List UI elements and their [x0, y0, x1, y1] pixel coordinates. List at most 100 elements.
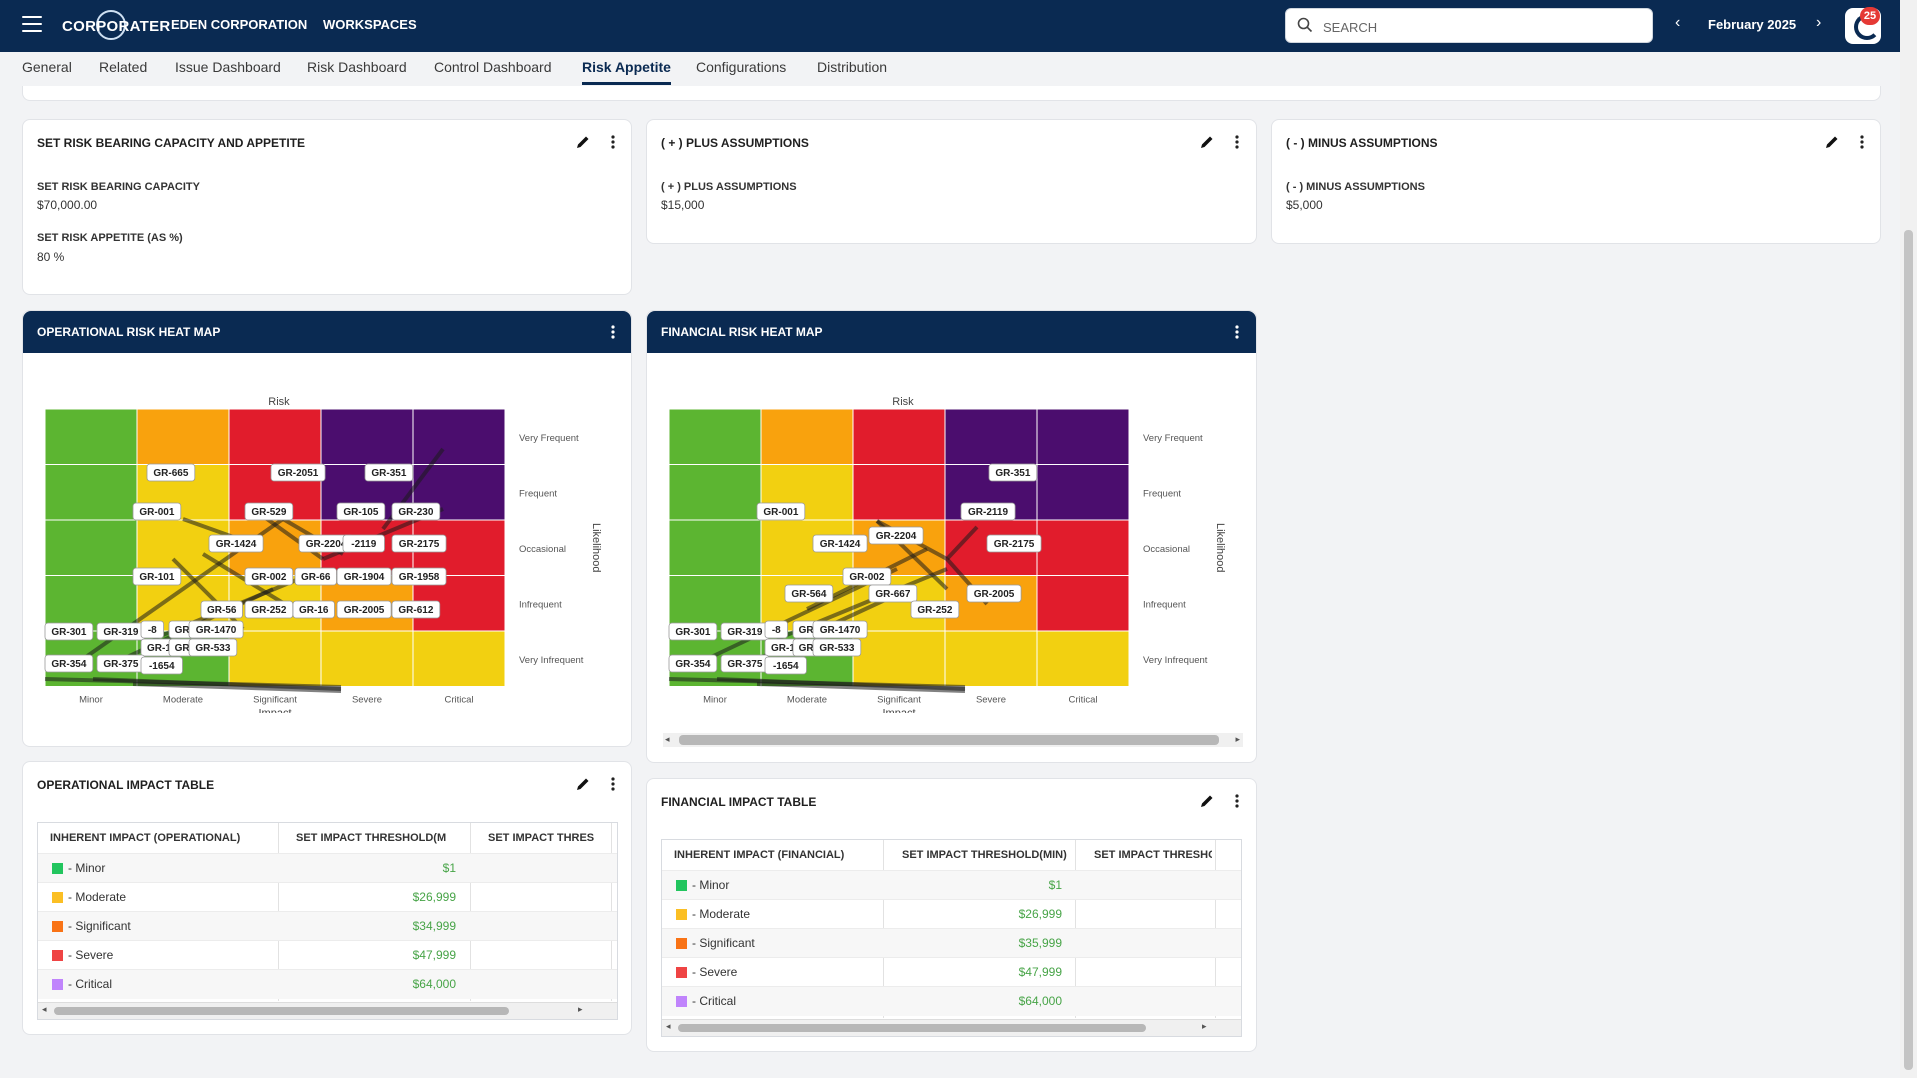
risk-marker-label[interactable]: GR-1 [175, 625, 199, 636]
more-options-icon[interactable] [1229, 793, 1245, 809]
risk-marker-label[interactable]: -2119 [351, 539, 376, 550]
heatmap-cell[interactable] [1036, 519, 1130, 576]
risk-marker-label[interactable]: GR-1424 [216, 539, 257, 550]
heatmap-cell[interactable] [852, 630, 946, 687]
scroll-right-icon[interactable]: ▸ [1235, 734, 1240, 744]
risk-marker-label[interactable]: GR-001 [139, 507, 174, 518]
table-row[interactable]: - Significant $35,999 [662, 928, 1241, 958]
heatmap-cell[interactable] [44, 408, 138, 465]
more-options-icon[interactable] [605, 776, 621, 792]
impact-threshold-value[interactable]: $1 [1048, 878, 1062, 892]
scroll-right-icon[interactable]: ▸ [1202, 1021, 1207, 1031]
risk-marker-box[interactable] [188, 620, 244, 639]
risk-marker-box[interactable] [336, 567, 392, 586]
risk-marker-label[interactable]: GR-2005 [974, 589, 1015, 600]
risk-marker-label[interactable]: GR-2051 [278, 468, 319, 479]
risk-marker-box[interactable] [200, 600, 243, 619]
risk-marker-box[interactable] [270, 463, 326, 482]
table-row[interactable]: - Severe $47,999 [38, 940, 617, 970]
risk-marker[interactable]: GR-533 [188, 638, 238, 657]
heatmap-cell[interactable] [412, 408, 506, 465]
risk-marker-label[interactable]: GR-1 [799, 625, 823, 636]
next-period-icon[interactable]: › [1816, 14, 1822, 31]
risk-marker-label[interactable]: GR-2204 [876, 531, 917, 542]
risk-marker-box[interactable] [868, 526, 924, 545]
column-header[interactable]: SET IMPACT THRESHOLD(MIN) [296, 832, 446, 844]
risk-marker[interactable]: -1654 [140, 656, 183, 675]
risk-marker[interactable]: GR-2119 [960, 502, 1016, 521]
risk-marker-label[interactable]: GR-2175 [399, 539, 440, 550]
risk-marker-box[interactable] [812, 534, 868, 553]
risk-marker-box[interactable] [44, 654, 94, 673]
risk-marker-box[interactable] [668, 622, 718, 641]
risk-marker-label[interactable]: GR-1470 [196, 625, 237, 636]
risk-marker[interactable]: GR-2005 [336, 600, 392, 619]
tab-related[interactable]: Related [99, 59, 148, 75]
risk-marker-box[interactable] [244, 502, 294, 521]
scroll-left-icon[interactable]: ◂ [666, 1021, 671, 1031]
heatmap-cell[interactable] [1036, 408, 1130, 465]
risk-marker-label[interactable]: -1654 [773, 661, 799, 672]
risk-marker-label[interactable]: GR-15 [771, 643, 801, 654]
heatmap-cell[interactable] [944, 630, 1038, 687]
risk-marker-box[interactable] [244, 567, 294, 586]
risk-marker-box[interactable] [764, 656, 807, 675]
heatmap-cell[interactable] [852, 408, 946, 465]
heatmap-cell[interactable] [44, 519, 138, 576]
table-row[interactable]: - Critical $64,000 [662, 986, 1241, 1016]
risk-marker-box[interactable] [842, 567, 892, 586]
tab-risk-appetite[interactable]: Risk Appetite [582, 59, 671, 85]
tab-general[interactable]: General [22, 59, 72, 75]
heatmap-cell[interactable] [44, 464, 138, 521]
risk-marker[interactable]: -8 [140, 620, 165, 639]
more-options-icon[interactable] [1854, 134, 1870, 150]
risk-marker-box[interactable] [391, 502, 441, 521]
more-options-icon[interactable] [1229, 324, 1245, 340]
capacity-value[interactable]: $70,000.00 [37, 198, 98, 212]
risk-marker[interactable]: GR-301 [44, 622, 94, 641]
plus-assumptions-value[interactable]: $15,000 [661, 198, 705, 212]
prev-period-icon[interactable]: ‹ [1675, 14, 1681, 31]
risk-marker-box[interactable] [146, 463, 196, 482]
risk-marker-label[interactable]: GR-564 [791, 589, 826, 600]
heatmap-cell[interactable] [944, 408, 1038, 465]
edit-pencil-icon[interactable] [1199, 134, 1215, 150]
tab-control-dashboard[interactable]: Control Dashboard [434, 59, 552, 75]
risk-marker[interactable]: GR-529 [244, 502, 294, 521]
edit-pencil-icon[interactable] [575, 776, 591, 792]
risk-marker-box[interactable] [960, 502, 1016, 521]
heatmap-cell[interactable] [760, 408, 854, 465]
table-row[interactable]: - Moderate $26,999 [662, 899, 1241, 929]
risk-marker-box[interactable] [966, 584, 1022, 603]
risk-marker[interactable]: GR-2204 [868, 526, 924, 545]
risk-marker-label[interactable]: GR-319 [727, 627, 762, 638]
tab-distribution[interactable]: Distribution [817, 59, 888, 75]
risk-marker-box[interactable] [140, 620, 165, 639]
heatmap-cell[interactable] [136, 408, 230, 465]
heatmap-cell[interactable] [668, 408, 762, 465]
risk-marker[interactable]: GR-1470 [188, 620, 244, 639]
column-header[interactable]: SET IMPACT THRESHC [1094, 849, 1212, 861]
period-label[interactable]: February 2025 [1708, 17, 1797, 32]
risk-marker[interactable]: GR-101 [132, 567, 182, 586]
risk-marker[interactable]: GR-252 [910, 600, 960, 619]
heatmap-cell[interactable] [1036, 575, 1130, 632]
impact-threshold-value[interactable]: $64,000 [412, 977, 456, 991]
risk-marker-box[interactable] [391, 600, 441, 619]
impact-threshold-value[interactable]: $26,999 [1018, 907, 1062, 921]
org-selector[interactable]: EDEN CORPORATION [171, 17, 308, 32]
risk-marker-label[interactable]: GR-2175 [994, 539, 1035, 550]
risk-marker[interactable]: GR-354 [668, 654, 718, 673]
minus-assumptions-value[interactable]: $5,000 [1286, 198, 1323, 212]
risk-marker-label[interactable]: GR-56 [207, 605, 237, 616]
risk-marker[interactable]: GR-564 [784, 584, 834, 603]
risk-marker[interactable]: GR-56 [200, 600, 243, 619]
risk-marker[interactable]: GR-230 [391, 502, 441, 521]
risk-marker-label[interactable]: GR-1424 [820, 539, 861, 550]
heatmap-cell[interactable] [228, 408, 322, 465]
edit-pencil-icon[interactable] [575, 134, 591, 150]
risk-marker[interactable]: GR-319 [720, 622, 770, 641]
impact-threshold-value[interactable]: $47,999 [1018, 965, 1062, 979]
risk-marker-label[interactable]: GR-533 [819, 643, 854, 654]
page-scrollbar[interactable] [1900, 0, 1917, 1078]
